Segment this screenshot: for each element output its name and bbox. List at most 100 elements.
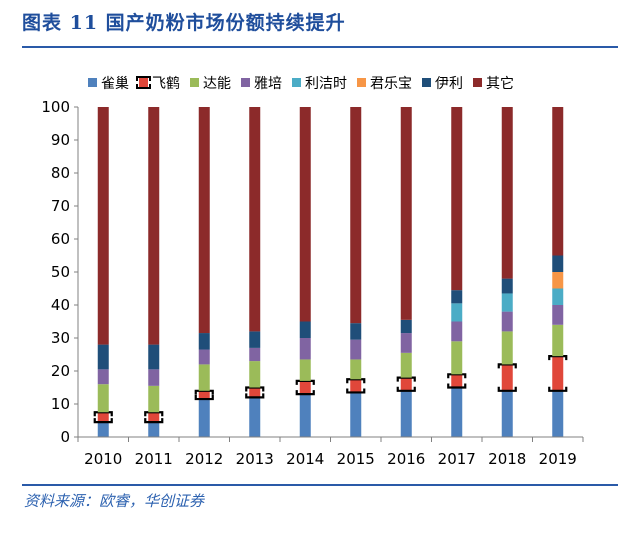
bar-segment-伊利-2016: [400, 319, 412, 334]
bar-segment-达能-2019: [552, 324, 564, 357]
y-tick-label: 30: [51, 329, 70, 347]
feihe-bracket-bottom-2015: [346, 388, 366, 394]
bar-segment-其它-2013: [249, 107, 261, 332]
legend-swatch-其它: [473, 78, 482, 87]
x-tick-label-2012: 2012: [185, 450, 223, 468]
legend-swatch-雅培: [241, 78, 250, 87]
y-tick-label: 20: [51, 362, 70, 380]
bar-segment-其它-2017: [451, 107, 463, 291]
legend-item-利洁时: 利洁时: [292, 76, 347, 92]
bar-segment-伊利-2017: [451, 290, 463, 304]
legend-item-飞鹤: 飞鹤: [136, 76, 180, 92]
y-tick-label: 40: [51, 296, 70, 314]
x-tick-label-2015: 2015: [337, 450, 375, 468]
bar-segment-雀巢-2018: [501, 390, 513, 437]
bar-segment-雀巢-2017: [451, 387, 463, 437]
bar-segment-伊利-2012: [198, 333, 210, 350]
feihe-bracket-bottom-2018: [497, 386, 517, 392]
legend-swatch-飞鹤: [139, 78, 148, 87]
bar-segment-利洁时-2017: [451, 303, 463, 322]
bar-segment-其它-2014: [299, 107, 311, 322]
bar-segment-其它-2010: [97, 107, 109, 345]
x-tick-label-2019: 2019: [539, 450, 577, 468]
bar-segment-飞鹤-2013: [249, 387, 261, 398]
bar-segment-达能-2017: [451, 341, 463, 375]
feihe-bracket-bottom-2010: [93, 418, 113, 424]
legend-swatch-君乐宝: [357, 78, 366, 87]
bar-segment-飞鹤-2014: [299, 380, 311, 395]
y-tick-label: 70: [51, 197, 70, 215]
bar-segment-雅培-2019: [552, 305, 564, 325]
bar-segment-达能-2016: [400, 352, 412, 378]
source-note: 资料来源：欧睿，华创证券: [24, 492, 205, 510]
bar-segment-雅培-2017: [451, 321, 463, 342]
bar-segment-飞鹤-2016: [400, 377, 412, 391]
bar-segment-其它-2018: [501, 107, 513, 279]
legend-swatch-利洁时: [292, 78, 301, 87]
bar-segment-其它-2012: [198, 107, 210, 334]
bar-segment-雀巢-2013: [249, 397, 261, 437]
bar-segment-伊利-2015: [350, 323, 362, 340]
y-axis: 0 10 20 30 40 50 60 70 80 90 100: [41, 98, 79, 446]
bar-segment-雀巢-2010: [97, 422, 109, 437]
bar-segment-伊利-2019: [552, 255, 564, 272]
bar-segment-飞鹤-2019: [552, 356, 564, 391]
bar-segment-达能-2010: [97, 384, 109, 413]
bar-segment-达能-2014: [299, 359, 311, 381]
bar-segment-飞鹤-2018: [501, 364, 513, 391]
x-axis: 2010 2011 2012 2013 2014 2015 2016 2017 2018 2019: [77, 436, 584, 468]
legend-item-达能: 达能: [190, 76, 231, 92]
legend-label-其它: 其它: [486, 75, 514, 92]
bottom-rule: [22, 484, 618, 486]
y-tick-label: 100: [41, 98, 70, 116]
y-tick-label: 0: [60, 428, 70, 446]
figure-title: 图表 11 国产奶粉市场份额持续提升: [22, 12, 346, 34]
x-tick-label-2011: 2011: [135, 450, 173, 468]
bar-segment-其它-2015: [350, 107, 362, 324]
bar-segment-达能-2011: [148, 385, 160, 413]
legend-label-飞鹤: 飞鹤: [152, 76, 180, 92]
bar-segment-雅培-2013: [249, 347, 261, 362]
legend-bracket-top: [136, 76, 151, 81]
y-tick-label: 10: [51, 395, 70, 413]
legend-label-伊利: 伊利: [435, 76, 463, 92]
bar-segment-其它-2016: [400, 107, 412, 320]
bar-segment-伊利-2010: [97, 344, 109, 370]
bar-segment-雅培-2011: [148, 369, 160, 386]
legend-label-利洁时: 利洁时: [305, 76, 347, 92]
bar-segment-雅培-2014: [299, 338, 311, 360]
bar-segment-伊利-2013: [249, 331, 261, 348]
feihe-bracket-bottom-2017: [447, 383, 467, 389]
bar-segment-雅培-2010: [97, 369, 109, 385]
stacked-bar-chart: 雀巢 飞鹤 达能 雅培 利洁时 君乐宝 伊利 其它 0 10 20 30 40 50 60 70 80 90 10…: [41, 75, 584, 468]
feihe-bracket-bottom-2013: [245, 393, 265, 399]
bar-segment-伊利-2018: [501, 278, 513, 294]
bar-segment-达能-2018: [501, 331, 513, 365]
feihe-bracket-bottom-2019: [548, 386, 568, 392]
bar-segment-伊利-2014: [299, 321, 311, 338]
bar-segment-君乐宝-2019: [552, 272, 564, 289]
legend-label-达能: 达能: [203, 76, 231, 92]
bar-segment-飞鹤-2011: [148, 412, 160, 423]
x-tick-label-2013: 2013: [236, 450, 274, 468]
bar-segment-其它-2019: [552, 107, 564, 256]
legend-swatch-雀巢: [88, 78, 97, 87]
legend-label-君乐宝: 君乐宝: [370, 76, 412, 92]
bar-segment-飞鹤-2010: [97, 412, 109, 423]
bar-segment-其它-2011: [148, 107, 160, 345]
y-tick-label: 80: [51, 164, 70, 182]
legend-item-雅培: 雅培: [241, 76, 282, 92]
y-tick-label: 90: [51, 131, 70, 149]
bars: [93, 107, 568, 437]
bar-segment-雀巢-2015: [350, 392, 362, 437]
bar-segment-飞鹤-2017: [451, 374, 463, 388]
legend-item-君乐宝: 君乐宝: [357, 76, 412, 92]
legend-label-雀巢: 雀巢: [101, 76, 129, 92]
legend-item-雀巢: 雀巢: [88, 76, 129, 92]
x-tick-label-2017: 2017: [438, 450, 476, 468]
x-tick-label-2018: 2018: [488, 450, 526, 468]
legend-item-伊利: 伊利: [422, 76, 463, 92]
feihe-bracket-bottom-2014: [295, 390, 315, 396]
feihe-bracket-bottom-2016: [396, 386, 416, 392]
legend-bracket-bottom: [136, 84, 151, 89]
